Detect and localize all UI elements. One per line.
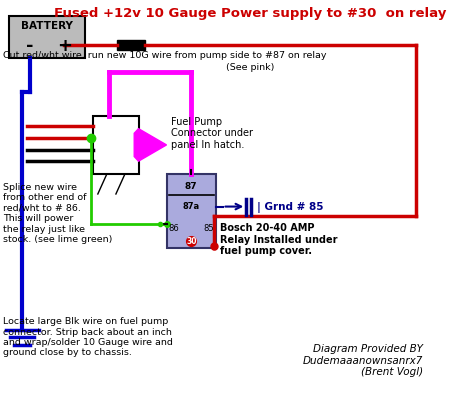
Text: BATTERY: BATTERY (21, 21, 73, 31)
Text: Bosch 20-40 AMP
Relay Installed under
fuel pump cover.: Bosch 20-40 AMP Relay Installed under fu… (220, 223, 338, 256)
Text: 30: 30 (186, 237, 197, 245)
Text: (See pink): (See pink) (226, 63, 275, 72)
Text: 87: 87 (185, 181, 198, 190)
Text: -: - (26, 37, 33, 55)
Text: +: + (57, 37, 72, 55)
Text: Fuel Pump
Connector under
panel In hatch.: Fuel Pump Connector under panel In hatch… (171, 116, 253, 149)
Text: 87a: 87a (182, 201, 200, 210)
Bar (117, 41, 145, 51)
Polygon shape (134, 130, 166, 162)
Text: Diagram Provided BY
Dudemaaanownsanrx7
(Brent Vogl): Diagram Provided BY Dudemaaanownsanrx7 (… (302, 343, 423, 376)
Bar (9, 17, 85, 59)
Text: Cut red/wht wire, run new 10G wire from pump side to #87 on relay: Cut red/wht wire, run new 10G wire from … (3, 51, 326, 60)
Text: 86: 86 (168, 223, 179, 232)
Bar (166, 174, 216, 249)
Text: Splice new wire
from other end of
red/wht to # 86.
This will power
the relay jus: Splice new wire from other end of red/wh… (3, 182, 112, 243)
Text: | Grnd # 85: | Grnd # 85 (257, 202, 323, 213)
Text: Fused +12v 10 Gauge Power supply to #30  on relay: Fused +12v 10 Gauge Power supply to #30 … (55, 7, 447, 20)
Bar (93, 117, 138, 174)
Text: 85: 85 (204, 223, 214, 232)
Text: Locate large Blk wire on fuel pump
connector. Strip back about an inch
and wrap/: Locate large Blk wire on fuel pump conne… (3, 316, 173, 356)
